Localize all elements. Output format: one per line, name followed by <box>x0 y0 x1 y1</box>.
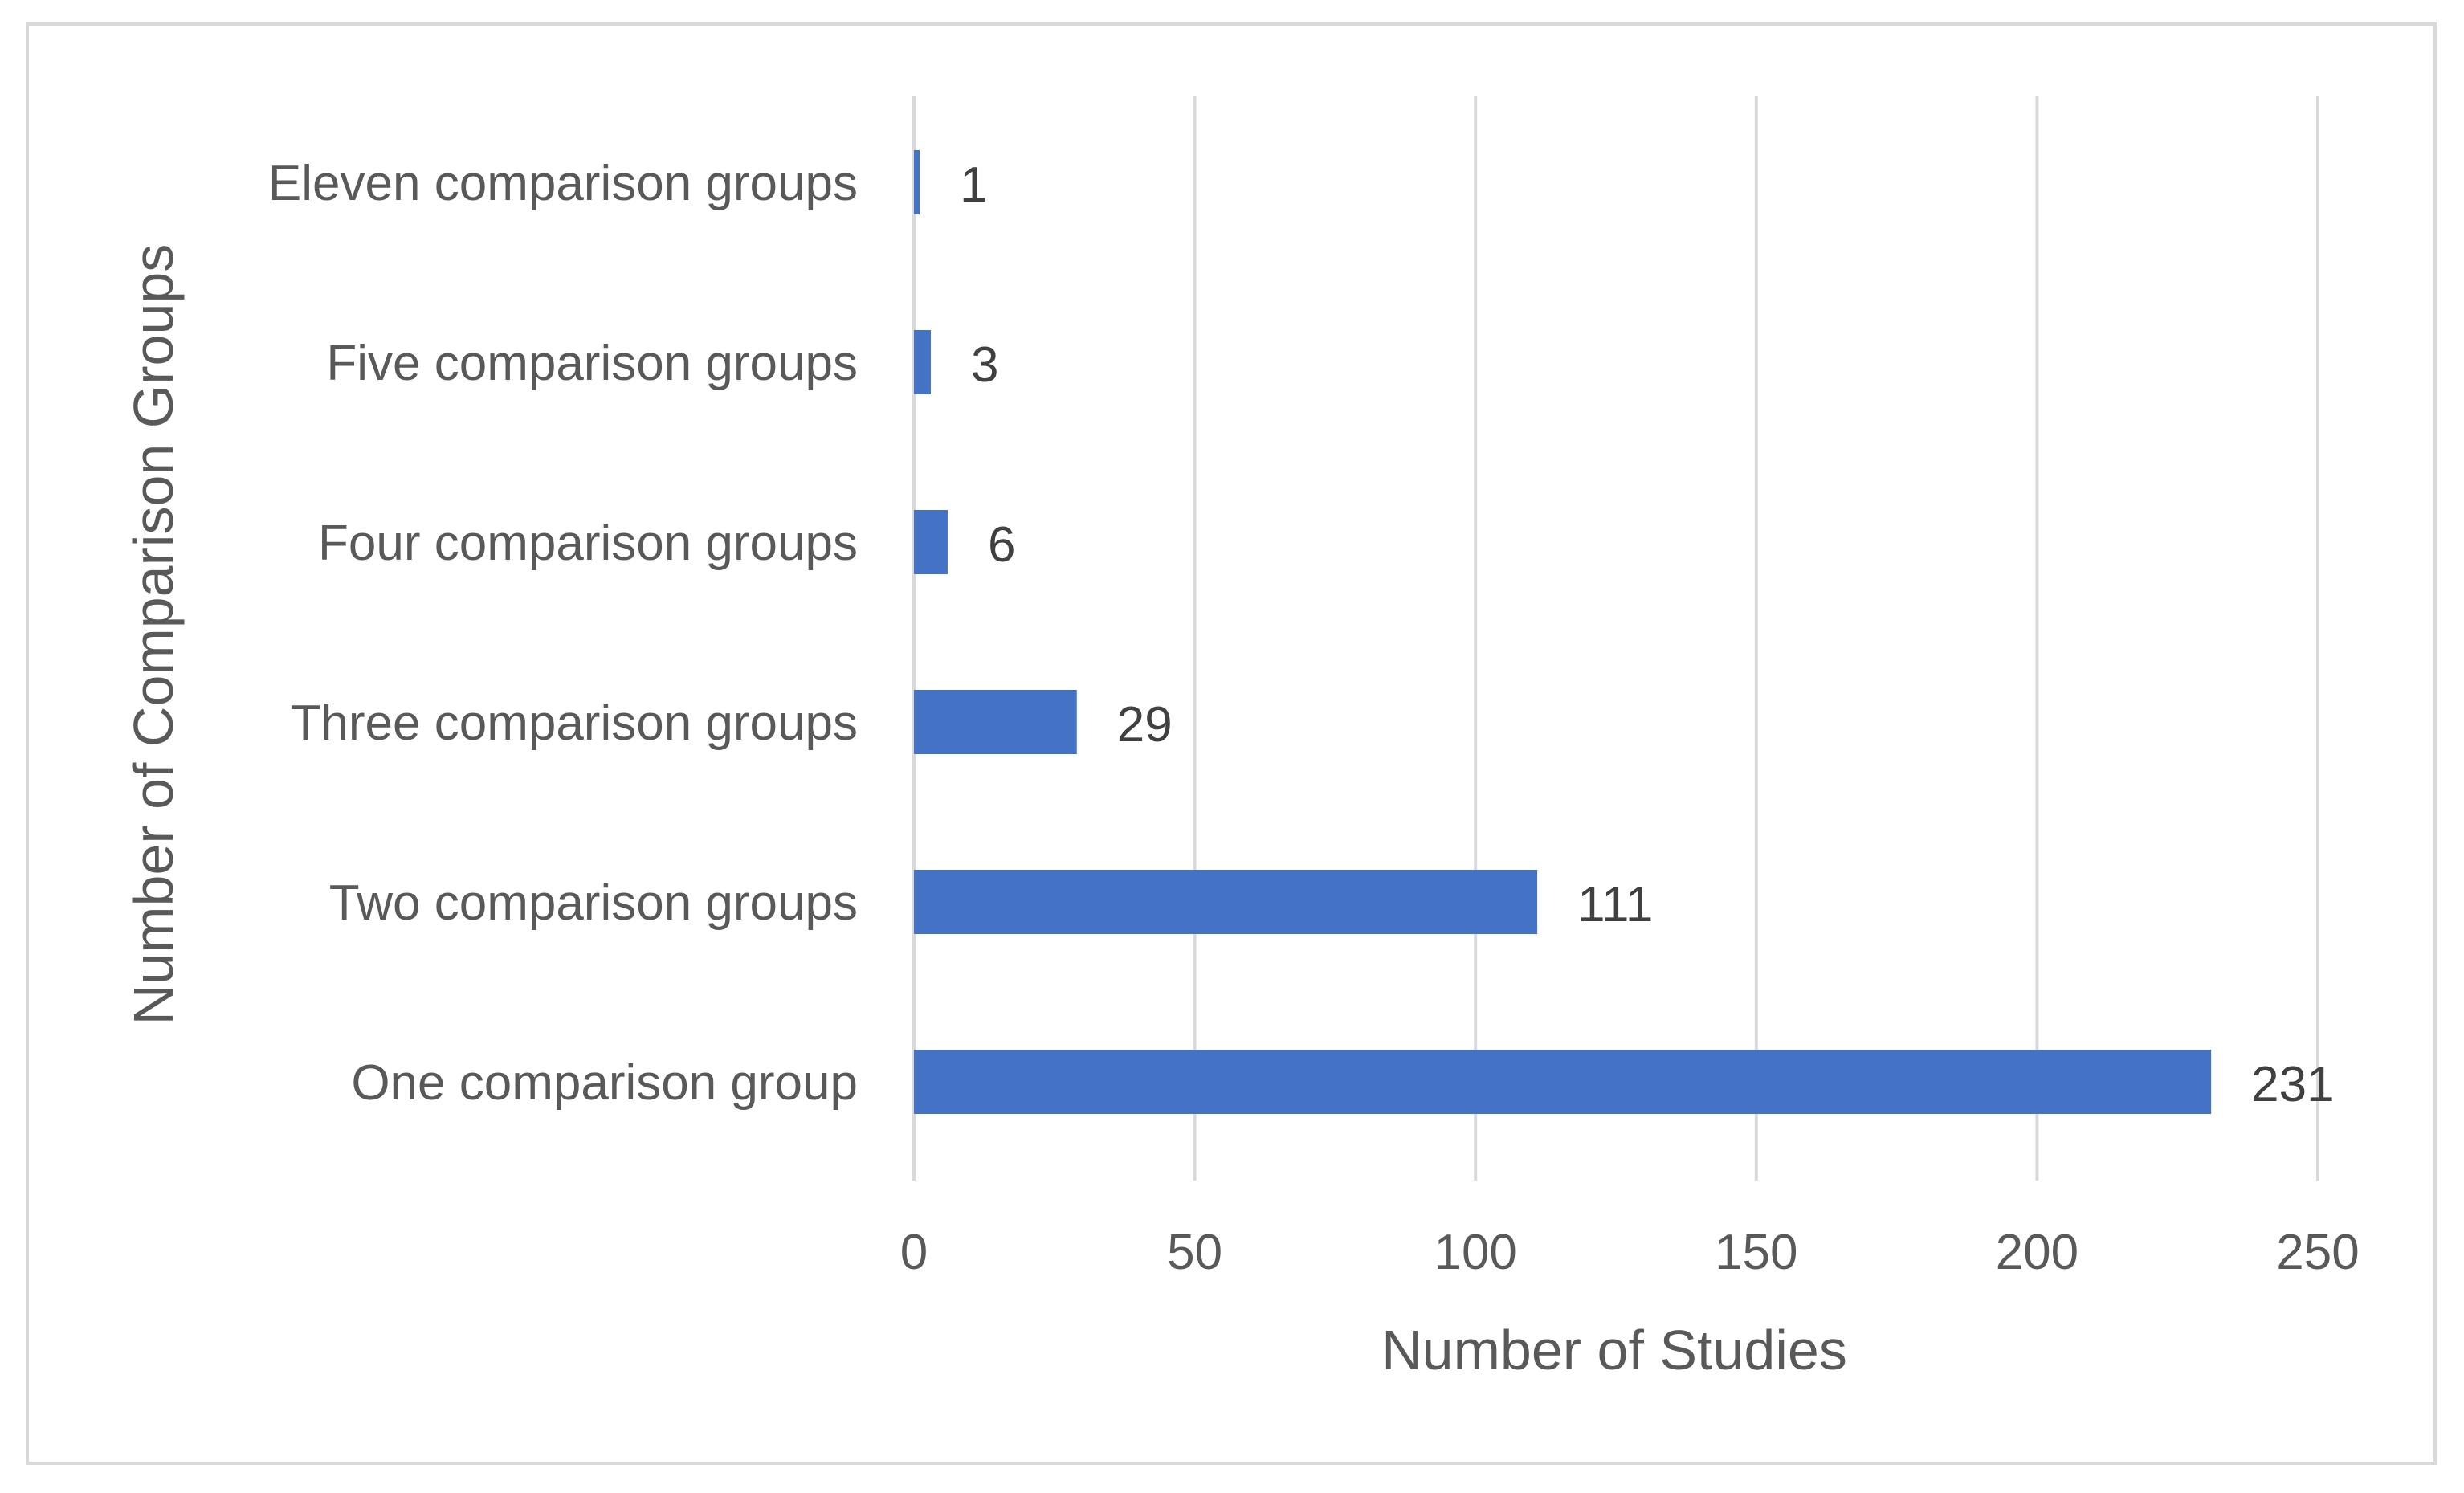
category-label: Five comparison groups <box>326 336 858 391</box>
x-tick-label: 250 <box>2276 1225 2359 1280</box>
x-tick-labels: 0 50 100 150 200 250 <box>900 1225 2360 1280</box>
x-tick-label: 200 <box>1996 1225 2078 1280</box>
x-tick-label: 100 <box>1434 1225 1516 1280</box>
x-axis-title: Number of Studies <box>1381 1319 1847 1381</box>
data-label: 111 <box>1577 877 1653 932</box>
data-label: 1 <box>960 157 987 213</box>
data-label: 231 <box>2251 1057 2334 1112</box>
x-tick-label: 50 <box>1167 1225 1222 1280</box>
bar <box>914 150 920 214</box>
bar <box>914 330 931 394</box>
bar <box>914 870 1538 934</box>
bar <box>914 510 948 574</box>
data-label: 6 <box>988 517 1015 573</box>
data-label: 29 <box>1117 697 1173 753</box>
data-labels: 231 111 29 6 3 1 <box>960 157 2335 1112</box>
bar <box>914 690 1077 754</box>
category-label: Eleven comparison groups <box>268 156 858 211</box>
category-label: One comparison group <box>351 1055 858 1111</box>
chart-frame <box>26 22 2437 1465</box>
x-tick-label: 150 <box>1715 1225 1797 1280</box>
bar <box>914 1050 2212 1114</box>
data-label: 3 <box>971 337 998 393</box>
category-label: Three comparison groups <box>291 696 858 751</box>
y-axis-title: Number of Comparison Groups <box>122 244 185 1026</box>
gridlines <box>912 96 2319 1181</box>
category-labels: One comparison group Two comparison group… <box>268 156 858 1111</box>
category-label: Four comparison groups <box>318 516 858 571</box>
bars <box>914 150 2212 1114</box>
category-label: Two comparison groups <box>329 875 858 931</box>
x-tick-label: 0 <box>900 1225 928 1280</box>
